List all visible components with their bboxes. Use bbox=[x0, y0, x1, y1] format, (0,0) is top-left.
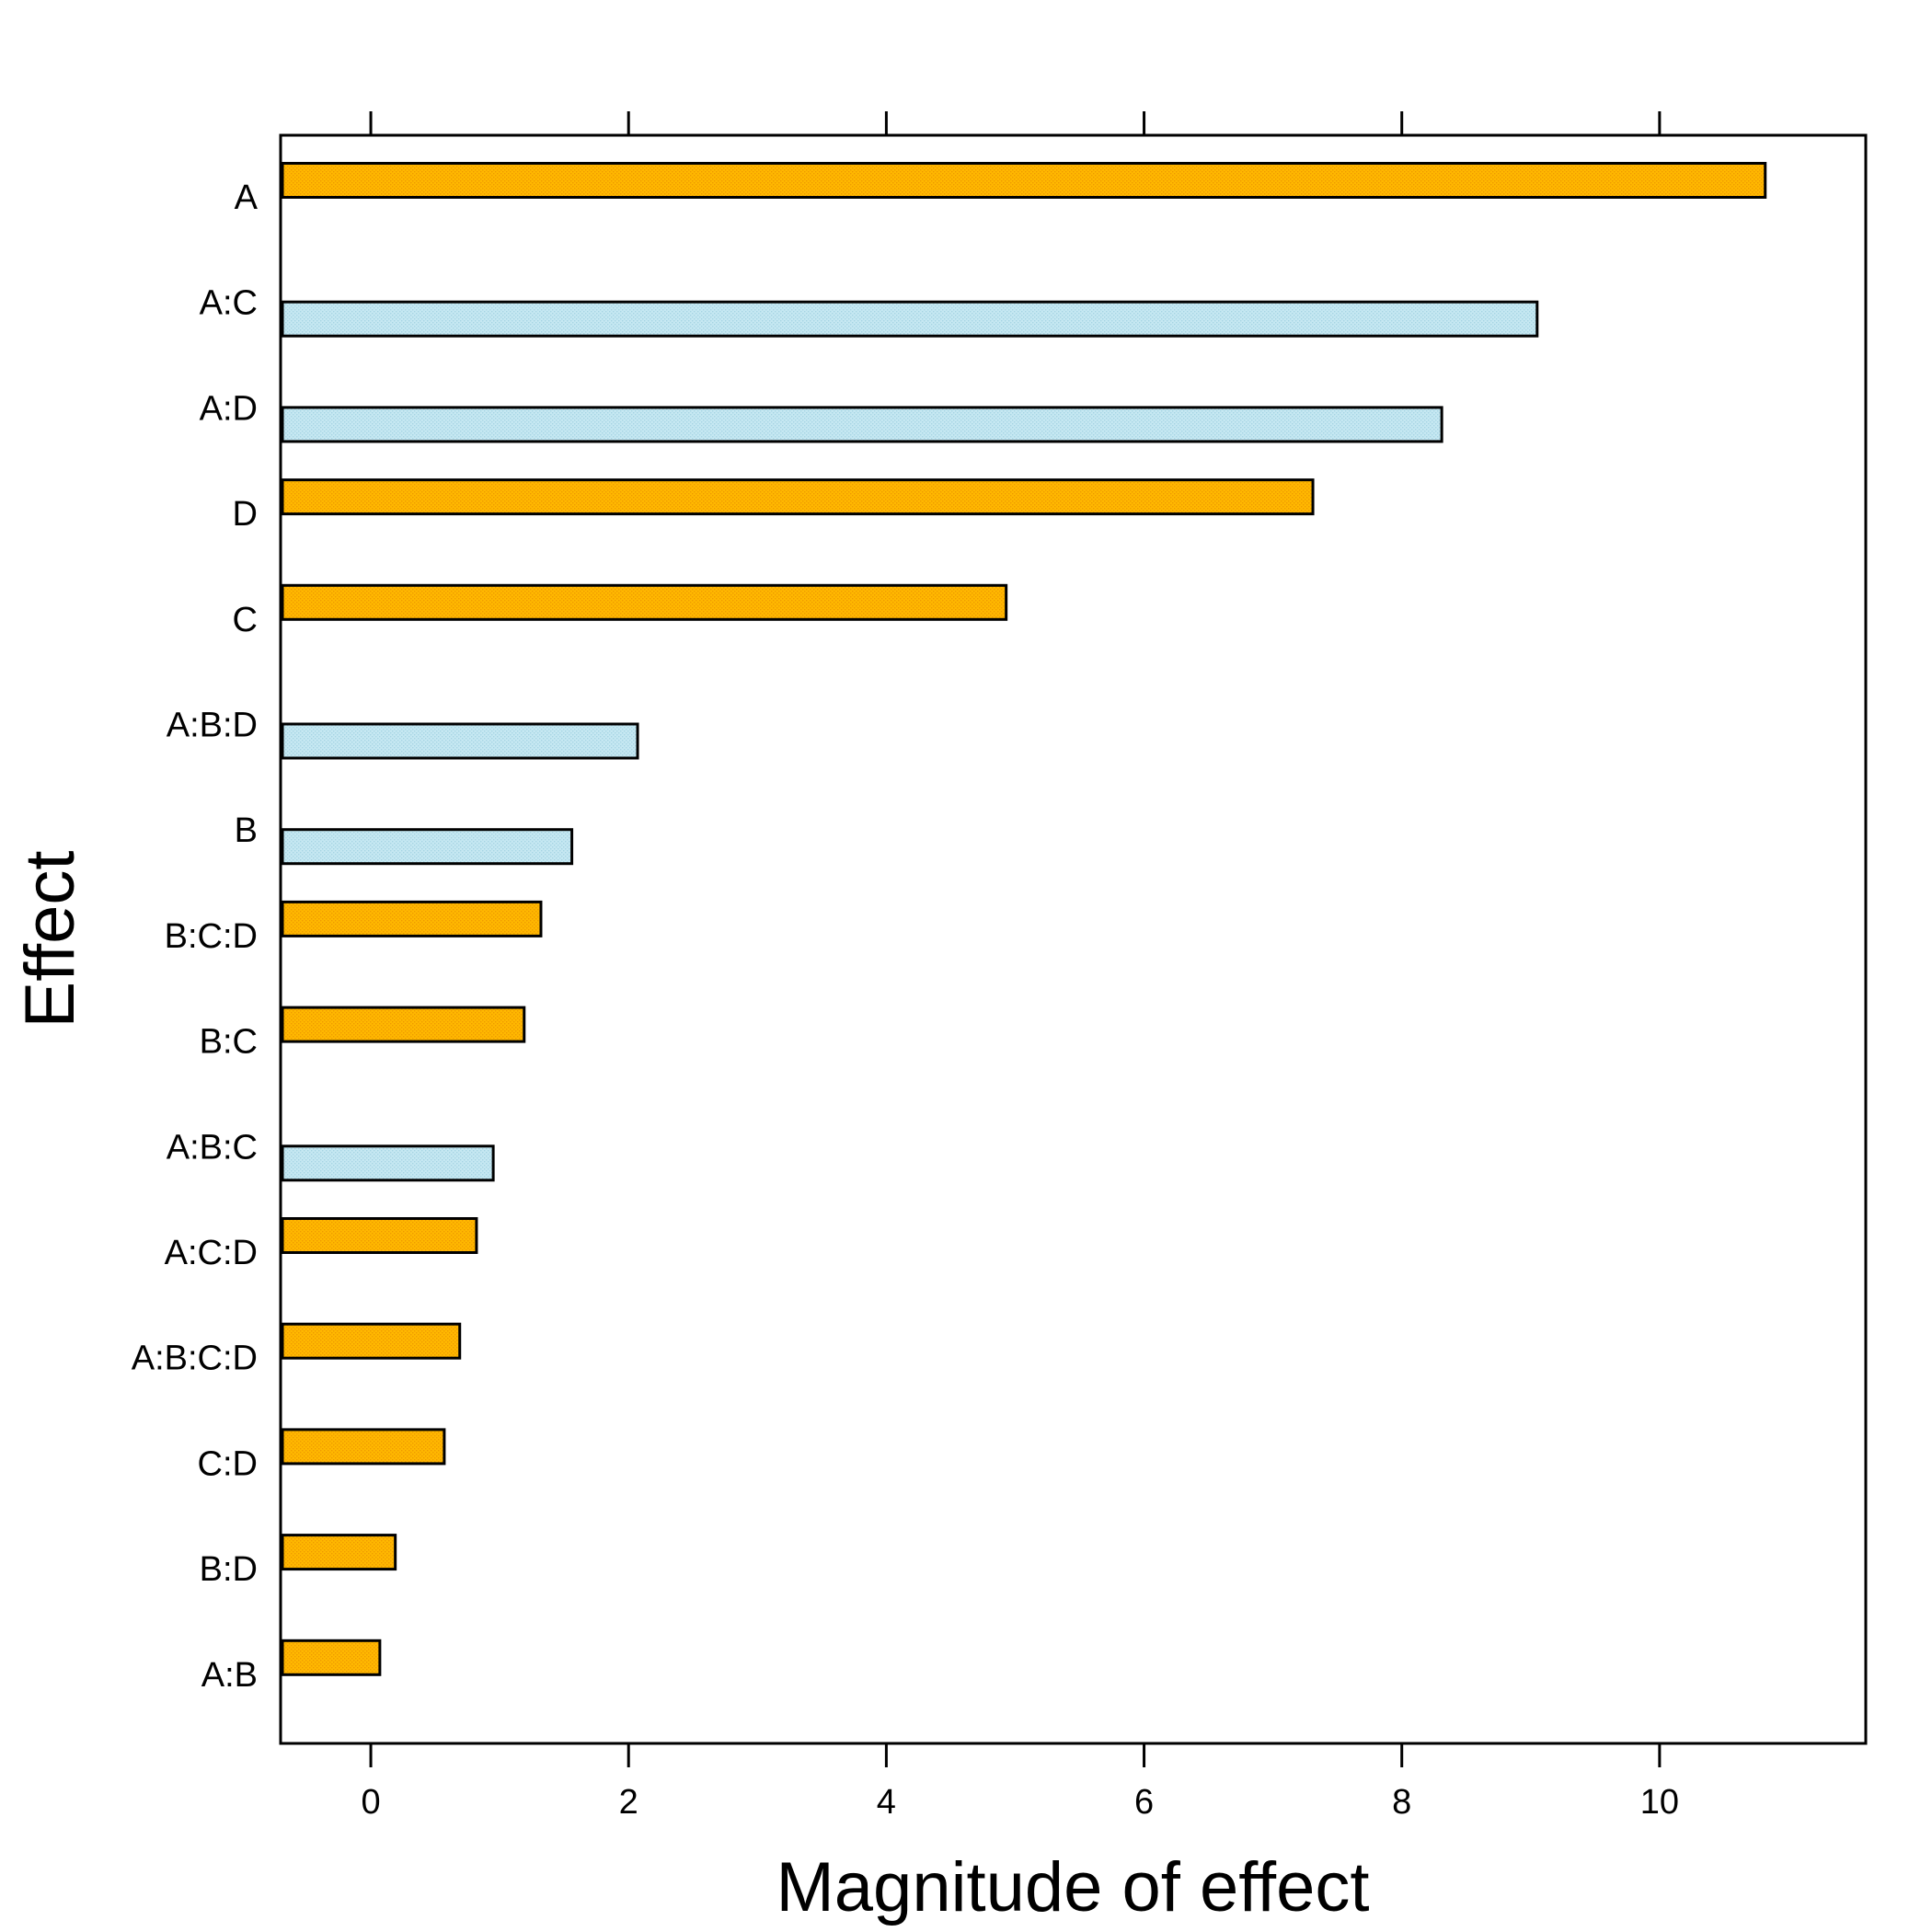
category-label: A:B bbox=[201, 1656, 258, 1695]
bars-layer bbox=[281, 162, 1767, 1676]
bar-b bbox=[281, 828, 574, 866]
category-label: A bbox=[235, 178, 259, 217]
bar-c bbox=[281, 583, 1008, 621]
plot-frame bbox=[279, 133, 1868, 1745]
x-tick-label: 2 bbox=[619, 1783, 638, 1822]
category-label: A:C bbox=[200, 284, 258, 323]
x-tick-label: 8 bbox=[1392, 1783, 1411, 1822]
category-label: A:B:C:D bbox=[132, 1340, 258, 1378]
category-label: A:B:D bbox=[167, 707, 258, 745]
category-label: A:D bbox=[200, 389, 258, 428]
category-labels: A A:C A:D D C A:B:D B B:C:D B:C A:B:C A:C:D A:B:C:D… bbox=[132, 178, 259, 1695]
category-label: D bbox=[233, 495, 258, 534]
bar-a-b-c bbox=[281, 1144, 495, 1182]
bar-a-b bbox=[281, 1639, 382, 1676]
bar-a-d bbox=[281, 406, 1443, 443]
category-label: C:D bbox=[198, 1444, 258, 1483]
bar-a-b-c-d bbox=[281, 1322, 462, 1360]
bar-b-d bbox=[281, 1534, 397, 1571]
category-label: A:B:C bbox=[167, 1128, 258, 1167]
bar-a-c-d bbox=[281, 1217, 478, 1254]
category-label: B:C:D bbox=[165, 917, 258, 956]
x-tick-label: 10 bbox=[1640, 1783, 1679, 1822]
category-label: B:C bbox=[200, 1023, 258, 1062]
x-tick-label: 4 bbox=[877, 1783, 896, 1822]
y-axis-title: Effect bbox=[11, 851, 89, 1029]
x-tick-label: 0 bbox=[361, 1783, 380, 1822]
category-label: B bbox=[235, 811, 258, 850]
x-axis-ticks: 0 2 4 6 8 10 bbox=[361, 111, 1679, 1822]
category-label: C bbox=[233, 601, 258, 639]
category-label: B:D bbox=[200, 1550, 258, 1589]
bar-a bbox=[281, 162, 1767, 199]
bar-b-c bbox=[281, 1006, 526, 1043]
bar-b-c-d bbox=[281, 900, 543, 937]
bar-c-d bbox=[281, 1428, 446, 1466]
x-tick-label: 6 bbox=[1134, 1783, 1154, 1822]
category-label: A:C:D bbox=[165, 1234, 258, 1272]
bar-a-c bbox=[281, 300, 1539, 338]
bar-d bbox=[281, 478, 1315, 516]
bar-a-b-d bbox=[281, 722, 639, 760]
x-axis-title: Magnitude of effect bbox=[776, 1848, 1369, 1926]
